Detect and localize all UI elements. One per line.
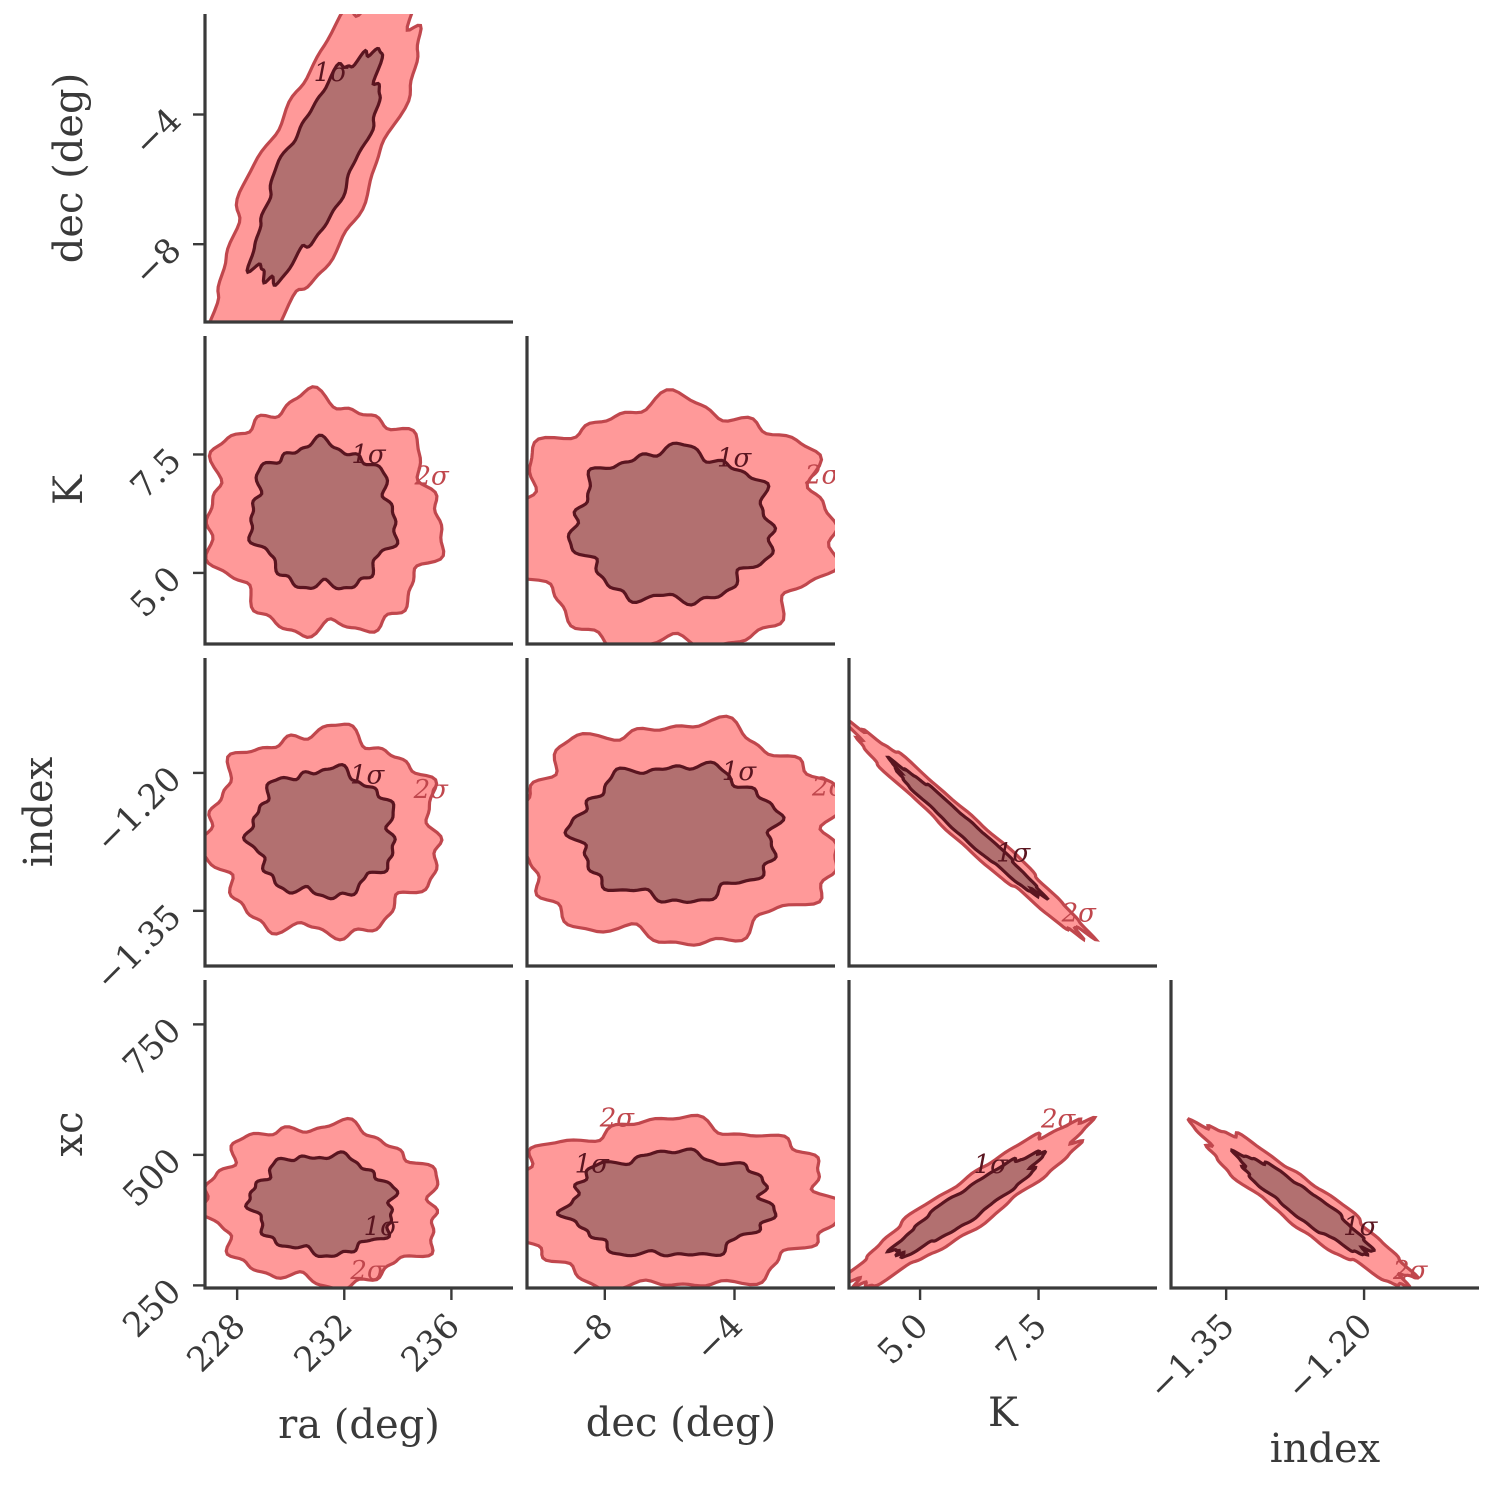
level-label-2sigma: 2σ — [413, 461, 450, 491]
axis-spine — [203, 658, 513, 968]
panel-index-vs-K: 1σ 2σ — [847, 658, 1157, 968]
y-axis-label: index — [16, 756, 62, 867]
level-label-2sigma: 2σ — [599, 1103, 636, 1133]
axis-spine — [847, 980, 1157, 1290]
axis-spine — [525, 336, 835, 646]
axis-spine — [525, 658, 835, 968]
y-axis-label: K — [46, 474, 92, 505]
level-label-2sigma: 2σ — [804, 461, 841, 491]
panel-xc-vs-dec: 1σ 2σ −8 −4 dec (deg) — [525, 980, 835, 1446]
level-label-1sigma: 1σ — [722, 757, 758, 787]
level-label-1sigma: 1σ — [351, 440, 387, 470]
level-label-1sigma: 1σ — [996, 838, 1032, 868]
y-tick-label: −4 — [126, 101, 190, 165]
level-label-1sigma: 1σ — [974, 1150, 1010, 1180]
x-tick-label: 5.0 — [870, 1306, 937, 1373]
contour-1sigma — [247, 433, 400, 591]
axis-spine — [203, 980, 513, 1290]
contour-1sigma — [884, 1149, 1048, 1260]
x-tick-label: −1.20 — [1278, 1306, 1380, 1408]
panel-K-vs-dec: 1σ 2σ — [525, 336, 841, 646]
panel-xc-vs-index: 1σ 2σ −1.35 −1.20 index — [1141, 980, 1479, 1472]
contour-1sigma — [555, 1147, 778, 1258]
axis-spine — [203, 14, 513, 324]
y-tick-label: −1.20 — [87, 759, 189, 861]
x-axis-label: index — [1270, 1426, 1381, 1472]
level-label-2sigma: 2σ — [1040, 1105, 1077, 1135]
panel-index-vs-dec: 1σ 2σ — [525, 658, 848, 968]
panel-index-vs-ra: 1σ 2σ −1.35 −1.20 index — [16, 658, 513, 999]
x-tick-label: 7.5 — [988, 1306, 1055, 1373]
x-axis-label: dec (deg) — [586, 1400, 777, 1446]
level-label-1sigma: 1σ — [575, 1149, 611, 1179]
axis-spine — [847, 658, 1157, 968]
y-tick-label: −1.35 — [87, 897, 189, 999]
level-label-1sigma: 1σ — [350, 760, 386, 790]
level-label-2sigma: 2σ — [1061, 899, 1098, 929]
panel-xc-vs-ra: 1σ 2σ 250 500 750 xc 228 232 236 ra (deg) — [46, 980, 513, 1448]
contour-1sigma — [563, 760, 786, 905]
y-tick-label: 750 — [115, 1010, 189, 1084]
contour-1sigma — [1230, 1147, 1376, 1257]
axis-spine — [1169, 980, 1479, 1290]
y-axis-label: xc — [46, 1112, 92, 1157]
x-tick-label: −8 — [557, 1306, 621, 1370]
level-label-1sigma: 1σ — [364, 1212, 400, 1242]
contour-1sigma — [241, 762, 397, 901]
x-tick-label: −1.35 — [1141, 1306, 1243, 1408]
level-label-2sigma: 2σ — [811, 773, 848, 803]
level-label-1sigma: 1σ — [1343, 1212, 1379, 1242]
y-axis-label: dec (deg) — [46, 73, 92, 264]
x-tick-label: 228 — [179, 1306, 253, 1380]
panel-xc-vs-K: 1σ 2σ 5.0 7.5 K — [847, 980, 1157, 1436]
level-label-2sigma: 2σ — [1392, 1256, 1429, 1286]
x-tick-label: 232 — [286, 1306, 360, 1380]
axis-spine — [525, 980, 835, 1290]
x-axis-label: ra (deg) — [278, 1402, 440, 1448]
contour-1sigma — [566, 441, 778, 607]
contour-1sigma — [885, 755, 1050, 901]
level-label-2sigma: 2σ — [349, 1256, 386, 1286]
level-label-1sigma: 1σ — [717, 443, 753, 473]
y-tick-label: −8 — [126, 230, 190, 294]
y-tick-label: 5.0 — [123, 559, 190, 626]
y-tick-label: 7.5 — [123, 441, 190, 508]
x-axis-label: K — [988, 1390, 1019, 1436]
contour-1sigma — [245, 46, 385, 287]
y-tick-label: 250 — [115, 1271, 189, 1345]
panel-K-vs-ra: 1σ 2σ 5.0 7.5 K — [46, 336, 513, 646]
level-label-1sigma: 1σ — [314, 58, 350, 88]
x-tick-label: −4 — [687, 1306, 751, 1370]
level-label-2sigma: 2σ — [413, 775, 450, 805]
y-tick-label: 500 — [115, 1141, 189, 1215]
contour-1sigma — [243, 1150, 400, 1258]
axis-spine — [203, 336, 513, 646]
x-tick-label: 236 — [394, 1306, 468, 1380]
